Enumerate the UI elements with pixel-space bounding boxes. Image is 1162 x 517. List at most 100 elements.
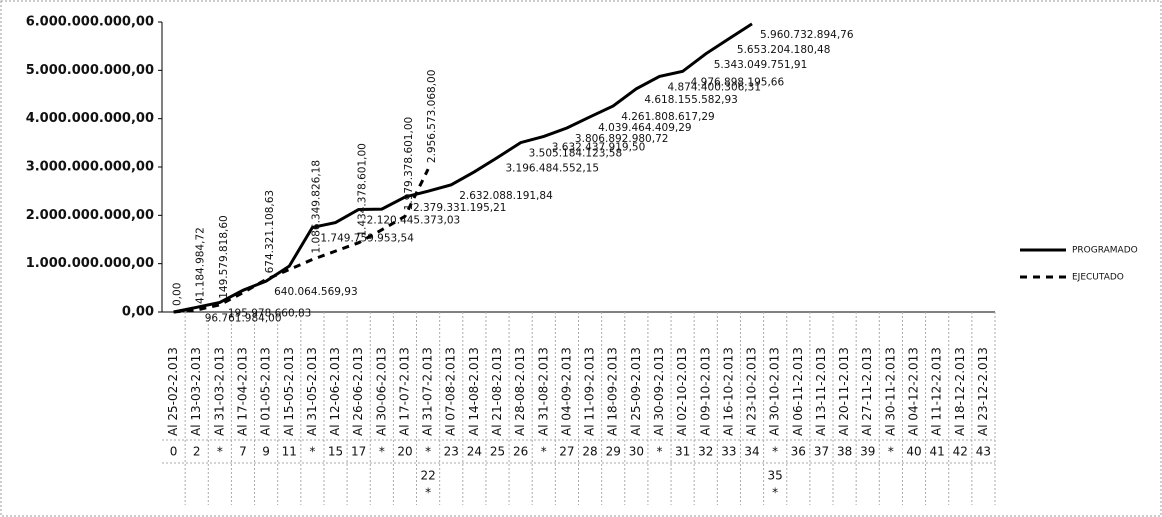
x-tick-label: Al 15-05-2.013 [282, 347, 296, 436]
row-number: * [772, 445, 778, 459]
data-label: 5.960.732.894,76 [760, 29, 854, 41]
y-tick-label: 3.000.000.000,00 [26, 160, 154, 175]
x-tick-label: Al 20-11-2.013 [837, 347, 851, 436]
y-tick-label: 5.000.000.000,00 [26, 63, 154, 78]
row-extra-mark: * [772, 486, 778, 500]
row-number: 25 [490, 445, 505, 459]
x-tick-label: Al 21-08-2.013 [490, 347, 504, 436]
row-number: * [309, 445, 315, 459]
x-tick-label: Al 11-12-2.013 [930, 347, 944, 436]
x-tick-label: Al 09-10-2.013 [698, 347, 712, 436]
row-number: 29 [606, 445, 621, 459]
row-number: 27 [559, 445, 574, 459]
x-tick-label: Al 01-05-2.013 [259, 347, 273, 436]
data-label: 2.379.331.195,21 [413, 202, 507, 214]
row-number: 40 [906, 445, 921, 459]
x-tick-label: Al 31-05-2.013 [305, 347, 319, 436]
x-tick-label: Al 31-03-2.013 [212, 347, 226, 436]
row-number: 28 [582, 445, 597, 459]
row-number: 42 [953, 445, 968, 459]
data-label: 1.086.349.826,18 [310, 160, 322, 254]
data-label: 4.261.808.617,29 [621, 111, 715, 123]
row-number: 17 [351, 445, 366, 459]
data-label: 3.505.184.123,58 [529, 148, 623, 160]
row-number: * [217, 445, 223, 459]
data-label: 4.976.898.195,66 [691, 76, 785, 88]
x-tick-label: Al 25-02-2.013 [166, 347, 180, 436]
x-tick-label: Al 30-09-2.013 [652, 347, 666, 436]
row-number: 43 [976, 445, 991, 459]
row-number: 39 [860, 445, 875, 459]
legend-label: PROGRAMADO [1072, 246, 1138, 256]
data-label: 4.874.400.306,31 [667, 81, 761, 93]
y-tick-label: 4.000.000.000,00 [26, 111, 154, 126]
data-label: 96.761.984,00 [205, 312, 282, 324]
row-number: * [888, 445, 894, 459]
data-label: 195.978.660,83 [228, 308, 312, 320]
data-label: 0,00 [172, 283, 184, 306]
x-tick-label: Al 14-08-2.013 [467, 347, 481, 436]
y-tick-label: 1.000.000.000,00 [26, 256, 154, 271]
row-number: 11 [282, 445, 297, 459]
x-tick-label: Al 11-09-2.013 [583, 347, 597, 436]
data-label: 2.956.573.068,00 [426, 70, 438, 164]
x-tick-label: Al 16-10-2.013 [721, 347, 735, 436]
x-tick-label: Al 27-11-2.013 [860, 347, 874, 436]
x-tick-label: Al 17-07-2.013 [397, 347, 411, 436]
row-number: 9 [262, 445, 270, 459]
row-number: 38 [837, 445, 852, 459]
x-tick-label: Al 04-12-2.013 [907, 347, 921, 436]
x-tick-label: Al 25-09-2.013 [629, 347, 643, 436]
y-tick-label: 2.000.000.000,00 [26, 208, 154, 223]
row-number: 24 [467, 445, 482, 459]
x-tick-label: Al 23-12-2.013 [976, 347, 990, 436]
x-tick-label: Al 12-06-2.013 [328, 347, 342, 436]
series-line [173, 168, 430, 314]
data-label: 41.184.984,72 [195, 227, 207, 304]
row-number: 20 [397, 445, 412, 459]
row-number: 30 [629, 445, 644, 459]
x-tick-label: Al 07-08-2.013 [444, 347, 458, 436]
data-label: 4.618.155.582,93 [644, 94, 738, 106]
data-label: 3.806.892.980,72 [575, 133, 669, 145]
x-tick-label: Al 18-12-2.013 [953, 347, 967, 436]
data-label: 5.653.204.180,48 [737, 44, 831, 56]
row-extra: 22 [420, 469, 435, 483]
data-label: 4.039.464.409,29 [598, 122, 692, 134]
data-label: 5.343.049.751,91 [714, 59, 808, 71]
x-tick-label: Al 30-10-2.013 [768, 347, 782, 436]
x-tick-label: Al 23-10-2.013 [745, 347, 759, 436]
data-label: 2.632.088.191,84 [459, 190, 553, 202]
row-number: 34 [744, 445, 759, 459]
row-number: * [425, 445, 431, 459]
row-number: 7 [239, 445, 247, 459]
x-tick-label: Al 28-08-2.013 [513, 347, 527, 436]
legend-label: EJECUTADO [1072, 273, 1124, 283]
x-tick-label: Al 06-11-2.013 [791, 347, 805, 436]
x-tick-label: Al 17-04-2.013 [235, 347, 249, 436]
row-extra: 35 [768, 469, 783, 483]
row-number: 26 [513, 445, 528, 459]
data-label: 674.321.108,63 [264, 190, 276, 274]
data-label: 1.434.378.601,00 [357, 143, 369, 237]
y-tick-label: 6.000.000.000,00 [26, 15, 154, 30]
row-number: 2 [193, 445, 201, 459]
x-tick-label: Al 04-09-2.013 [559, 347, 573, 436]
row-number: 32 [698, 445, 713, 459]
row-number: 36 [791, 445, 806, 459]
y-tick-label: 0,00 [122, 305, 154, 320]
x-tick-label: Al 13-11-2.013 [814, 347, 828, 436]
row-extra-mark: * [425, 486, 431, 500]
row-number: 15 [328, 445, 343, 459]
data-label: 2.120.445.373,03 [367, 215, 461, 227]
x-tick-label: Al 26-06-2.013 [351, 347, 365, 436]
row-number: * [541, 445, 547, 459]
row-number: 41 [930, 445, 945, 459]
series-line [173, 22, 753, 314]
x-tick-label: Al 30-11-2.013 [883, 347, 897, 436]
x-tick-label: Al 31-08-2.013 [536, 347, 550, 436]
x-tick-label: Al 31-07-2.013 [421, 347, 435, 436]
row-number: 0 [170, 445, 178, 459]
